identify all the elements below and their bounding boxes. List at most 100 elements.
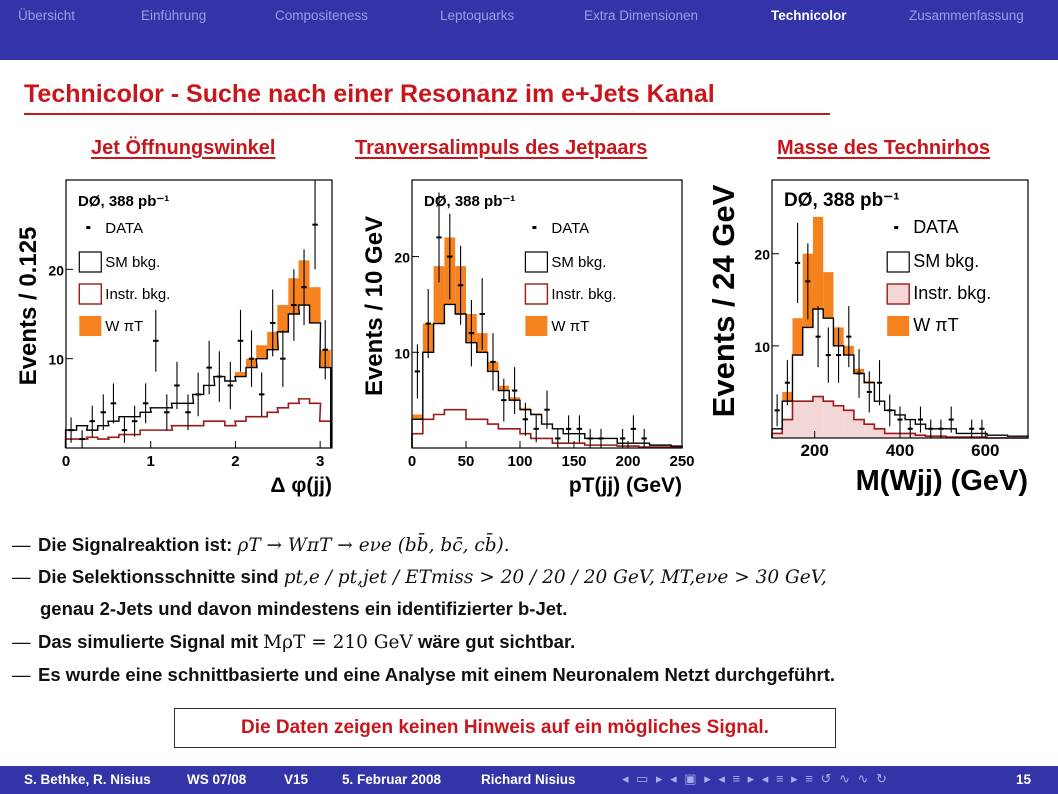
instr-bkg-bar — [874, 428, 885, 438]
instr-bkg-histogram — [771, 395, 1028, 439]
instr-bkg-bar — [792, 401, 803, 438]
legend-data-marker — [86, 226, 91, 229]
x-tick-label: 0 — [62, 453, 70, 470]
y-tick-label: 10 — [48, 352, 64, 368]
y-axis-label: Events / 24 GeV — [706, 184, 741, 417]
experiment-label: DØ, 388 pb⁻¹ — [784, 190, 900, 211]
bullet-text: Die Selektionsschnitte sind — [38, 566, 284, 587]
nav-item-uebersicht[interactable]: Übersicht — [18, 8, 76, 23]
plot-frame — [65, 179, 333, 449]
beamer-navigation-icons[interactable]: ◂ ▭ ▸ ◂ ▣ ▸ ◂ ≡ ▸ ◂ ≡ ▸ ≡ ↺ ∿ ∿ ↻ — [622, 771, 889, 786]
legend-signal-label: W πT — [913, 315, 958, 335]
legend-signal-swatch — [525, 316, 548, 336]
y-tick-label: 10 — [754, 339, 770, 355]
y-tick-label: 20 — [754, 247, 770, 263]
y-tick-label: 10 — [394, 345, 410, 361]
bullet-formula: ρT → WπT → eνe (bb̄, bc̄, cb̄). — [237, 535, 510, 556]
x-tick-label: 600 — [971, 441, 999, 460]
x-tick-label: 400 — [886, 441, 914, 460]
nav-item-compositeness[interactable]: Compositeness — [275, 8, 369, 23]
instr-bkg-bar — [864, 424, 875, 438]
legend-sm-swatch — [886, 251, 910, 273]
instr-bkg-bar — [915, 435, 926, 438]
bullet-text: Das simulierte Signal mit — [38, 631, 264, 652]
bullet-formula: pt,e / pt,jet / ETmiss > 20 / 20 / 20 Ge… — [283, 567, 827, 588]
legend-signal-label: W πT — [105, 318, 143, 335]
instr-bkg-bar — [833, 405, 844, 438]
instr-bkg-bar — [802, 401, 813, 438]
instr-bkg-bar — [853, 419, 865, 438]
nav-item-einfuehrung[interactable]: Einführung — [141, 8, 207, 23]
nav-item-technicolor[interactable]: Technicolor — [771, 8, 847, 23]
bullet-selection-cuts: — Die Selektionsschnitte sind pt,e / pt,j… — [12, 566, 827, 588]
bullet-text: Die Signalreaktion ist: — [38, 534, 238, 555]
signal-bar — [277, 305, 289, 332]
legend-data-marker — [532, 226, 537, 229]
footer-version: V15 — [284, 772, 309, 787]
legend-instr-swatch — [524, 283, 549, 305]
title-underline — [24, 113, 830, 115]
signal-bar — [235, 372, 247, 377]
histogram-jet-pair-pt-svg: 0 50 100 150 200 250 10 20 pT(jj) (GeV) Events / … — [361, 179, 695, 497]
legend-sm-swatch — [524, 251, 548, 273]
footer-authors: S. Bethke, R. Nisius — [24, 772, 151, 787]
experiment-label: DØ, 388 pb⁻¹ — [424, 193, 515, 210]
signal-bar — [412, 414, 423, 420]
y-axis-label: Events / 10 GeV — [361, 216, 388, 396]
bullet-analysis: — Es wurde eine schnittbasierte und eine … — [12, 664, 836, 685]
legend-data-label: DATA — [913, 217, 958, 237]
signal-bar — [433, 266, 445, 324]
legend-data-marker — [894, 226, 899, 229]
legend-sm-label: SM bkg. — [105, 254, 160, 271]
histogram-wjj-mass-svg: 200 400 600 10 20 M(Wjj) (GeV) Events / 24 GeV… — [706, 179, 1029, 497]
x-axis-label: Δ φ(jj) — [270, 474, 332, 497]
nav-item-zusammenfassung[interactable]: Zusammenfassung — [909, 8, 1024, 23]
legend-data-label: DATA — [551, 220, 589, 237]
x-tick-label: 50 — [458, 453, 475, 470]
legend-sm-label: SM bkg. — [913, 251, 979, 271]
bullet-text: Es wurde eine schnittbasierte und eine A… — [38, 664, 836, 685]
histogram-delta-phi-svg: 0 1 2 3 10 20 Δ φ(jj) Events / 0.125 DØ, 388 pb⁻… — [15, 179, 333, 497]
legend-sm-label: SM bkg. — [551, 254, 606, 271]
signal-bar — [309, 287, 321, 323]
legend-signal-swatch — [887, 316, 910, 336]
nav-item-extra-dimensionen[interactable]: Extra Dimensionen — [584, 8, 699, 23]
y-axis-label: Events / 0.125 — [15, 227, 42, 386]
plot-frame — [411, 179, 683, 449]
histogram-delta-phi: 0 1 2 3 10 20 Δ φ(jj) Events / 0.125 DØ, 388 pb⁻… — [14, 172, 344, 502]
plot-title-jet-angle: Jet Öffnungswinkel — [91, 137, 276, 159]
instr-bkg-bar — [782, 419, 793, 438]
y-tick-label: 20 — [48, 262, 64, 278]
bullet-selection-cuts-continued: genau 2-Jets und davon mindestens ein id… — [40, 598, 568, 619]
conclusion-box: Die Daten zeigen keinen Hinweis auf ein … — [174, 708, 836, 748]
bullet-formula: MρT = 210 GeV — [263, 632, 413, 653]
x-tick-label: 250 — [669, 453, 694, 470]
legend-instr-label: Instr. bkg. — [105, 286, 170, 303]
x-axis-label: pT(jj) (GeV) — [569, 474, 682, 497]
slide-title: Technicolor - Suche nach einer Resonanz … — [24, 80, 715, 108]
nav-item-leptoquarks[interactable]: Leptoquarks — [440, 8, 515, 23]
x-tick-label: 100 — [507, 453, 532, 470]
histogram-wjj-mass: 200 400 600 10 20 M(Wjj) (GeV) Events / 24 GeV… — [704, 172, 1036, 502]
footer-date: 5. Februar 2008 — [342, 772, 442, 787]
x-tick-label: 0 — [408, 453, 416, 470]
legend-instr-swatch — [78, 283, 103, 305]
footer-speaker: Richard Nisius — [481, 772, 576, 787]
sm-bkg-histogram — [411, 303, 683, 448]
instr-bkg-bar — [823, 401, 834, 438]
bullet-text-tail: wäre gut sichtbar. — [412, 631, 576, 652]
plot-title-technirho-mass: Masse des Technirhos — [777, 137, 991, 159]
legend-data-label: DATA — [105, 220, 143, 237]
x-tick-label: 200 — [800, 441, 828, 460]
signal-bar — [792, 318, 803, 356]
legend-signal-label: W πT — [551, 318, 589, 335]
legend-instr-label: Instr. bkg. — [913, 283, 991, 303]
x-axis-label: M(Wjj) (GeV) — [856, 465, 1028, 497]
x-tick-label: 2 — [231, 453, 239, 470]
instr-bkg-histogram — [411, 408, 683, 448]
y-tick-label: 20 — [394, 250, 410, 266]
x-tick-label: 200 — [615, 453, 640, 470]
instr-bkg-bar — [884, 433, 895, 438]
legend-instr-label: Instr. bkg. — [551, 286, 616, 303]
x-tick-label: 3 — [316, 453, 324, 470]
